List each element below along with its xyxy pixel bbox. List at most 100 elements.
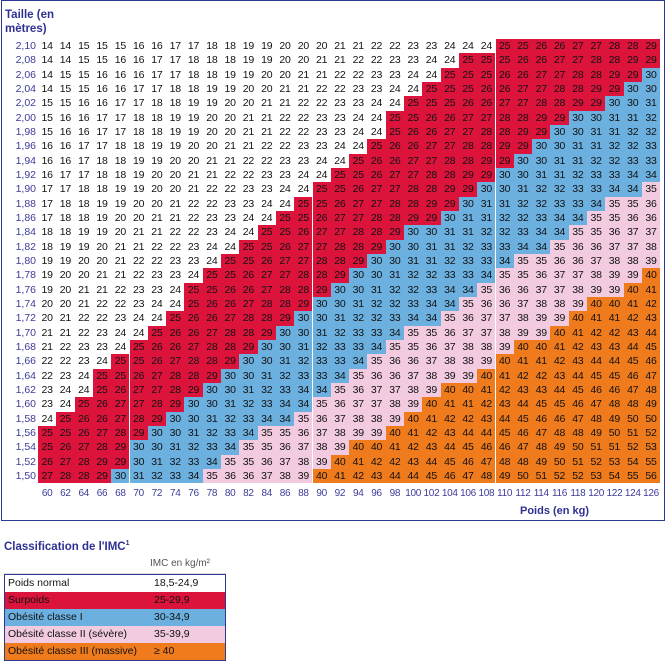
bmi-cell: 37 — [605, 239, 624, 254]
bmi-cell: 27 — [458, 110, 478, 125]
bmi-cell: 33 — [349, 339, 368, 355]
bmi-cell: 30 — [349, 282, 368, 297]
bmi-cell: 20 — [202, 139, 221, 154]
bmi-cell: 30 — [202, 382, 221, 398]
bmi-cell: 34 — [458, 282, 478, 297]
row-label-height: 1,96 — [15, 140, 36, 153]
bmi-cell: 21 — [312, 67, 331, 82]
bmi-cell: 38 — [641, 239, 661, 254]
bmi-cell: 24 — [367, 124, 386, 140]
bmi-cell: 22 — [129, 268, 148, 283]
bmi-cell: 19 — [202, 81, 221, 97]
bmi-cell: 33 — [184, 454, 203, 469]
bmi-cell: 17 — [111, 96, 130, 111]
bmi-cell: 29 — [605, 67, 624, 82]
bmi-cell: 35 — [275, 425, 295, 441]
bmi-cell: 29 — [385, 225, 404, 240]
column-label-weight: 72 — [151, 488, 163, 499]
bmi-cell: 35 — [513, 268, 533, 283]
bmi-cell: 28 — [111, 425, 130, 441]
bmi-cell: 38 — [550, 296, 569, 312]
row-label-height: 1,56 — [15, 426, 36, 439]
bmi-cell: 37 — [641, 225, 661, 240]
bmi-cell: 41 — [623, 296, 642, 312]
bmi-cell: 21 — [312, 53, 331, 68]
bmi-cell: 21 — [38, 325, 57, 340]
bmi-cell: 43 — [404, 454, 423, 469]
bmi-cell: 23 — [367, 81, 386, 97]
bmi-cell: 47 — [513, 440, 533, 455]
bmi-cell: 52 — [568, 468, 587, 484]
bmi-cell: 34 — [275, 397, 295, 412]
bmi-cell: 19 — [129, 153, 148, 168]
bmi-cell: 25 — [349, 153, 368, 168]
bmi-cell: 38 — [422, 368, 441, 383]
bmi-cell: 26 — [294, 225, 313, 240]
bmi-cell: 28 — [239, 325, 258, 340]
bmi-cell: 36 — [257, 454, 276, 469]
bmi-cell: 32 — [330, 325, 350, 340]
bmi-cell: 48 — [623, 397, 642, 412]
bmi-cell: 24 — [330, 139, 350, 154]
bmi-cell: 29 — [458, 167, 478, 183]
bmi-cell: 22 — [330, 67, 350, 82]
bmi-cell: 47 — [477, 454, 496, 469]
bmi-cell: 28 — [367, 210, 386, 226]
bmi-cell: 23 — [147, 268, 167, 283]
bmi-cell: 28 — [221, 325, 240, 340]
bmi-cell: 30 — [330, 296, 350, 312]
bmi-cell: 24 — [257, 210, 276, 226]
bmi-cell: 28 — [239, 311, 258, 326]
bmi-cell: 35 — [257, 425, 276, 441]
bmi-cell: 25 — [129, 354, 148, 369]
column-label-weight: 80 — [224, 488, 236, 499]
bmi-cell: 37 — [477, 311, 496, 326]
row-label-height: 2,02 — [15, 97, 36, 110]
bmi-cell: 32 — [477, 225, 496, 240]
bmi-cell: 23 — [257, 167, 276, 183]
bmi-cell: 26 — [404, 139, 423, 154]
bmi-cell: 17 — [74, 167, 93, 183]
bmi-cell: 37 — [458, 325, 478, 340]
bmi-cell: 27 — [38, 468, 57, 484]
row-label-height: 1,76 — [15, 283, 36, 296]
bmi-cell: 37 — [532, 282, 551, 297]
bmi-cell: 23 — [404, 39, 423, 54]
bmi-cell: 27 — [404, 167, 423, 183]
bmi-cell: 28 — [275, 296, 295, 312]
bmi-cell: 34 — [202, 454, 221, 469]
bmi-cell: 39 — [532, 325, 551, 340]
column-label-weight: 84 — [261, 488, 272, 499]
bmi-cell: 31 — [568, 139, 587, 154]
bmi-cell: 16 — [129, 39, 148, 54]
bmi-cell: 20 — [184, 153, 203, 168]
row-label-height: 1,84 — [15, 226, 36, 239]
bmi-cell: 16 — [92, 96, 112, 111]
bmi-cell: 25 — [92, 368, 112, 383]
bmi-cell: 22 — [129, 253, 148, 269]
bmi-cell: 36 — [477, 296, 496, 312]
bmi-cell: 27 — [422, 139, 441, 154]
bmi-cell: 27 — [367, 182, 386, 197]
bmi-cell: 24 — [239, 225, 258, 240]
bmi-cell: 37 — [404, 368, 423, 383]
bmi-cell: 30 — [166, 425, 185, 441]
bmi-cell: 39 — [587, 282, 606, 297]
bmi-cell: 26 — [129, 368, 148, 383]
bmi-cell: 21 — [166, 196, 185, 211]
bmi-cell: 19 — [38, 282, 57, 297]
bmi-cell: 25 — [184, 282, 203, 297]
bmi-cell: 27 — [532, 81, 551, 97]
bmi-cell: 32 — [349, 311, 368, 326]
bmi-cell: 36 — [385, 354, 404, 369]
bmi-cell: 33 — [166, 468, 185, 484]
row-label-height: 1,74 — [15, 297, 36, 310]
bmi-cell: 17 — [111, 110, 130, 125]
bmi-cell: 24 — [38, 411, 57, 426]
bmi-cell: 34 — [623, 167, 642, 183]
bmi-cell: 17 — [38, 182, 57, 197]
bmi-cell: 25 — [440, 81, 459, 97]
bmi-cell: 16 — [111, 53, 130, 68]
bmi-cell: 39 — [641, 253, 661, 269]
bmi-cell: 18 — [184, 67, 203, 82]
